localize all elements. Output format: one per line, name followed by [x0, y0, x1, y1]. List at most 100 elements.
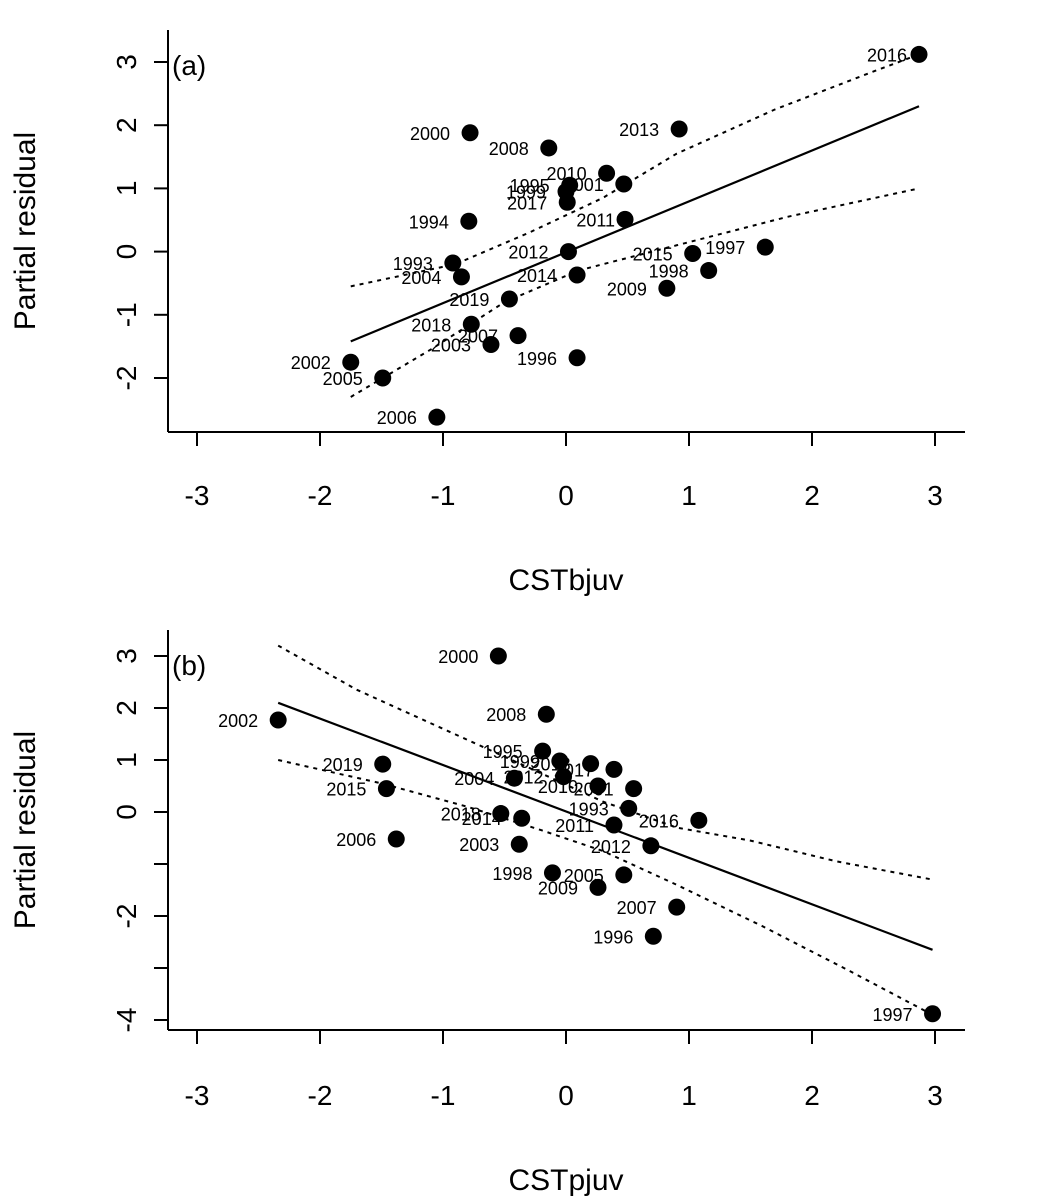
point-year-label: 1997 [872, 1005, 912, 1025]
point-year-label: 1998 [649, 262, 689, 282]
data-point [505, 769, 523, 787]
point-year-label: 2014 [517, 266, 557, 286]
data-point [551, 752, 569, 770]
point-year-label: 1994 [409, 212, 449, 232]
point-year-label: 2013 [619, 120, 659, 140]
x-tick-label: -2 [308, 1080, 333, 1111]
point-year-label: 1998 [492, 864, 532, 884]
data-point [489, 647, 507, 665]
data-point [642, 837, 660, 855]
point-year-label: 1995 [483, 742, 523, 762]
data-point [269, 711, 287, 729]
y-tick-label: 0 [111, 244, 142, 260]
data-point [605, 816, 623, 834]
data-point [500, 290, 518, 308]
x-tick-label: -1 [431, 1080, 456, 1111]
data-point [756, 238, 774, 256]
regression-line [350, 105, 920, 343]
data-point [625, 780, 643, 798]
data-point [555, 768, 573, 786]
data-point [568, 266, 586, 284]
y-tick-label: 0 [111, 804, 142, 820]
x-axis-title: CSTpjuv [508, 1164, 623, 1197]
data-point [513, 809, 531, 827]
y-tick-label: 3 [111, 648, 142, 664]
point-year-label: 2009 [607, 279, 647, 299]
data-point [605, 760, 623, 778]
data-point [460, 212, 478, 230]
point-year-label: 2001 [574, 780, 614, 800]
data-point [924, 1005, 942, 1023]
data-point [461, 124, 479, 142]
data-point [589, 878, 607, 896]
x-tick-label: 2 [804, 480, 820, 511]
point-year-label: 2014 [462, 809, 502, 829]
x-tick-label: -3 [185, 1080, 210, 1111]
data-point [537, 705, 555, 723]
data-point [615, 866, 633, 884]
point-year-label: 2004 [401, 268, 441, 288]
x-tick-label: 2 [804, 1080, 820, 1111]
y-tick-label: -1 [111, 302, 142, 327]
y-axis-title: Partial residual [9, 731, 42, 929]
point-year-label: 1997 [705, 238, 745, 258]
point-year-label: 2009 [538, 878, 578, 898]
data-point [615, 175, 633, 193]
x-tick-label: 0 [558, 480, 574, 511]
data-point [377, 780, 395, 798]
point-year-label: 2007 [617, 898, 657, 918]
point-year-label: 2006 [336, 830, 376, 850]
point-year-label: 2004 [454, 769, 494, 789]
data-point [510, 835, 528, 853]
y-tick-label: 2 [111, 117, 142, 133]
point-year-label: 2005 [323, 369, 363, 389]
point-year-label: 2011 [555, 816, 594, 836]
confidence-upper-line [277, 644, 933, 881]
point-year-label: 2000 [410, 124, 450, 144]
x-tick-label: -3 [185, 480, 210, 511]
data-point [342, 353, 360, 371]
data-point [589, 777, 607, 795]
panel-label: (b) [172, 650, 206, 681]
x-tick-label: 1 [681, 1080, 697, 1111]
y-tick-label: -2 [111, 904, 142, 929]
point-year-label: 2018 [441, 805, 481, 825]
y-tick-label: 1 [111, 752, 142, 768]
data-point [658, 279, 676, 297]
point-year-label: 2016 [639, 811, 679, 831]
point-year-label: 2006 [377, 408, 417, 428]
data-point [616, 210, 634, 228]
data-point [509, 327, 527, 345]
data-point [482, 336, 500, 354]
data-point [644, 927, 662, 945]
data-point [462, 315, 480, 333]
data-point [568, 349, 586, 367]
point-year-label: 2015 [326, 780, 366, 800]
data-point [444, 254, 462, 272]
point-year-label: 2018 [411, 315, 451, 335]
data-point [700, 262, 718, 280]
y-tick-label: -4 [111, 1008, 142, 1033]
data-point [910, 45, 928, 63]
data-point [582, 755, 600, 773]
point-year-label: 2012 [503, 768, 543, 788]
data-point [374, 369, 392, 387]
regression-line [277, 701, 933, 951]
point-year-label: 1999 [500, 752, 540, 772]
data-point [684, 244, 702, 262]
data-point [690, 811, 708, 829]
data-point [428, 408, 446, 426]
point-year-label: 1995 [510, 176, 550, 196]
y-tick-label: 1 [111, 181, 142, 197]
point-year-label: 2000 [438, 647, 478, 667]
data-point [670, 120, 688, 138]
confidence-upper-line [350, 53, 920, 288]
y-tick-label: -2 [111, 366, 142, 391]
data-point [558, 193, 576, 211]
panel-label: (a) [172, 50, 206, 81]
data-point [559, 243, 577, 261]
point-year-label: 2015 [633, 244, 673, 264]
data-point [668, 898, 686, 916]
data-point [452, 268, 470, 286]
